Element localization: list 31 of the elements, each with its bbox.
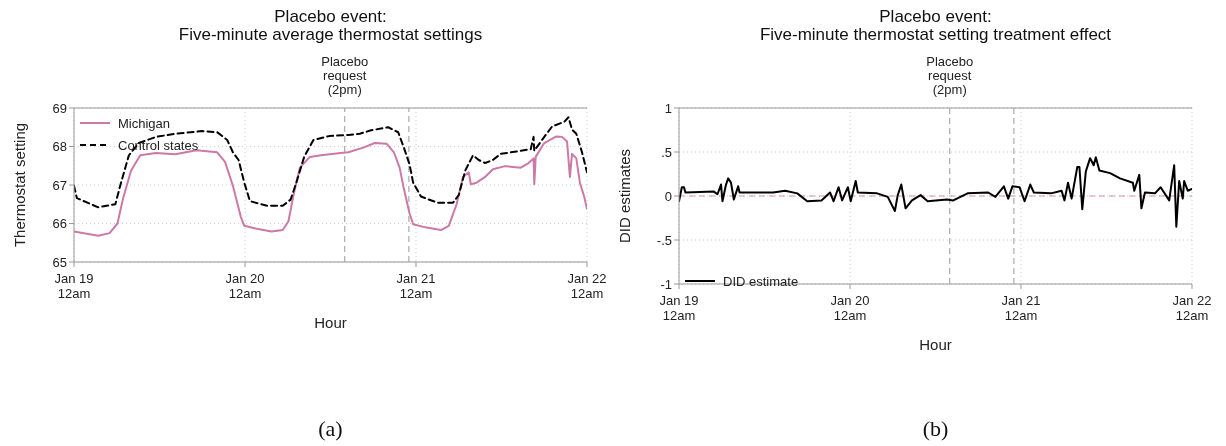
x-axis-title: Hour <box>314 314 347 331</box>
x-tick-label: Jan 21 12am <box>1001 293 1041 324</box>
x-tick-label: Jan 20 12am <box>830 293 870 324</box>
x-tick-label: Jan 22 12am <box>1172 293 1212 324</box>
legend-label: Michigan <box>118 115 171 131</box>
y-axis-title: DID estimates <box>616 148 634 244</box>
x-tick-label: Jan 19 12am <box>659 293 699 324</box>
y-tick-label: -.5 <box>656 232 672 248</box>
x-tick-label: Jan 20 12am <box>225 271 265 302</box>
text: (a) <box>317 416 344 442</box>
x-axis-title: Hour <box>919 336 952 353</box>
legend-label: DID estimate <box>723 273 799 289</box>
text: (b) <box>921 416 950 442</box>
y-tick-label: 65 <box>52 254 67 270</box>
y-tick-label: 67 <box>52 177 67 193</box>
y-tick-label: .5 <box>661 144 672 160</box>
y-tick-label: 1 <box>664 100 672 116</box>
x-tick-label: Jan 21 12am <box>396 271 436 302</box>
x-tick-label: Jan 22 12am <box>567 271 607 302</box>
legend-label: Control states <box>118 137 199 153</box>
chart-title: Placebo event: Five-minute average thermostat settings <box>177 7 484 44</box>
y-tick-label: 0 <box>664 188 672 204</box>
chart-title: Placebo event: Five-minute thermostat setting treatment effect <box>758 7 1113 44</box>
x-tick-label: Jan 19 12am <box>54 271 94 302</box>
y-tick-label: 66 <box>52 216 67 232</box>
y-tick-label: -1 <box>660 276 672 292</box>
y-axis-title: Thermostat setting <box>11 122 29 248</box>
ref-line-label: Placebo request (2pm) <box>321 54 369 97</box>
y-tick-label: 69 <box>52 100 67 116</box>
y-tick-label: 68 <box>52 139 67 155</box>
ref-line-label: Placebo request (2pm) <box>926 54 974 97</box>
